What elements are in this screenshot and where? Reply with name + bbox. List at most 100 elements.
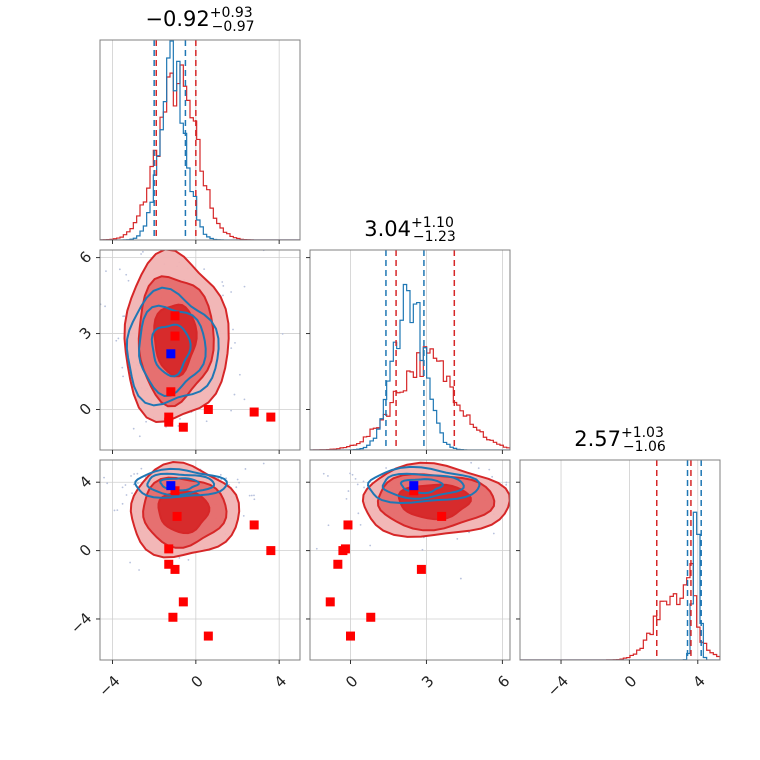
point-marker: [366, 612, 376, 622]
contour-red: [157, 490, 211, 535]
sample-dot: [118, 268, 121, 271]
sample-dot: [253, 498, 256, 501]
sample-dot: [113, 509, 116, 512]
sample-dot: [230, 291, 233, 293]
panel-frame: [309, 459, 511, 661]
sample-dot: [121, 486, 124, 489]
sample-dot: [129, 561, 132, 564]
x-tick-label: −4: [544, 672, 572, 700]
sample-dot: [138, 435, 141, 438]
sample-dot: [277, 483, 279, 485]
x-tick-label: −4: [95, 672, 123, 700]
sample-dot: [122, 375, 124, 378]
histogram-blue: [100, 40, 300, 240]
sample-dot: [186, 202, 188, 204]
y-tick-label: 4: [76, 472, 95, 491]
sample-dot: [327, 524, 330, 527]
point-marker: [346, 631, 356, 641]
point-marker: [249, 520, 259, 530]
point-marker: [166, 387, 176, 397]
sample-dot: [281, 332, 284, 335]
sample-dot: [369, 544, 372, 547]
sample-dot: [456, 458, 458, 460]
sample-dot: [359, 523, 362, 526]
y-tick-label: −4: [67, 609, 95, 637]
sample-dot: [322, 472, 325, 475]
point-marker: [338, 546, 348, 556]
sample-dot: [104, 305, 106, 308]
title-plus: +1.10: [411, 215, 454, 231]
contour-blue: [146, 472, 216, 497]
x-tick-label: 4: [271, 672, 290, 691]
panel-content: [86, 435, 276, 641]
point-marker: [170, 486, 180, 496]
y-tick-label: 0: [76, 541, 95, 560]
param-title-1: 3.04+1.10 −1.23: [364, 215, 456, 245]
sample-dot: [243, 398, 246, 401]
sample-dot: [121, 366, 124, 369]
point-marker: [164, 559, 174, 569]
sample-dot: [385, 467, 387, 469]
hist-panel-2: 2.57+1.03 −1.06 −4 0 4: [516, 425, 721, 700]
param-title-0: −0.92+0.93 −0.97: [145, 5, 254, 35]
y-tick-label: 6: [76, 248, 95, 267]
point-marker: [170, 564, 180, 574]
x-tick-label: 0: [621, 672, 640, 691]
sample-dot: [205, 456, 207, 458]
point-marker: [203, 404, 213, 414]
sample-dot: [363, 486, 365, 489]
sample-dot: [117, 337, 120, 340]
sample-dot: [125, 494, 128, 496]
sample-dot: [225, 477, 228, 480]
sample-dot: [133, 473, 135, 475]
sample-dot: [505, 481, 508, 484]
sample-dot: [221, 281, 224, 283]
point-marker: [168, 612, 178, 622]
sample-dot: [238, 481, 240, 484]
contour-panel-1-0: 0 3 6: [76, 202, 301, 454]
title-median: 2.57: [574, 427, 621, 451]
panel-frame: [99, 39, 301, 241]
point-marker: [249, 407, 259, 417]
panel-frame: [99, 459, 301, 661]
y-tick-label: 3: [76, 324, 95, 343]
sample-dot: [145, 420, 148, 423]
sample-dot: [262, 462, 265, 465]
title-minus: −0.97: [212, 19, 255, 35]
sample-dot: [250, 494, 253, 497]
sample-dot: [143, 436, 145, 438]
sample-dot: [356, 483, 359, 486]
sample-dot: [354, 477, 357, 480]
sample-dot: [253, 494, 255, 497]
point-marker: [409, 486, 419, 496]
sample-dot: [349, 472, 351, 475]
point-marker: [416, 564, 426, 574]
sample-dot: [468, 531, 470, 534]
contour-blue: [134, 467, 228, 499]
sample-dot: [205, 420, 208, 423]
contour-panel-2-0: −4 0 4 −4 0 4: [67, 435, 301, 700]
sample-dot: [244, 468, 247, 470]
point-marker: [203, 631, 213, 641]
sample-dot: [390, 422, 392, 424]
sample-dot: [224, 241, 226, 243]
sample-dot: [222, 294, 224, 297]
sample-dot: [470, 461, 473, 464]
x-tick-label: 0: [342, 672, 361, 691]
sample-dot: [315, 547, 318, 550]
sample-dot: [86, 508, 88, 510]
sample-dot: [131, 492, 133, 495]
point-marker: [170, 331, 180, 341]
sample-dot: [189, 435, 191, 437]
panel-content: [100, 40, 300, 240]
sample-dot: [392, 456, 394, 458]
title-minus: −1.06: [623, 439, 666, 455]
sample-dot: [203, 268, 206, 271]
panel-content: [310, 250, 510, 450]
point-marker: [178, 422, 188, 432]
truth-marker: [166, 481, 176, 491]
sample-dot: [142, 250, 144, 253]
sample-dot: [116, 509, 119, 512]
sample-dot: [137, 482, 139, 485]
